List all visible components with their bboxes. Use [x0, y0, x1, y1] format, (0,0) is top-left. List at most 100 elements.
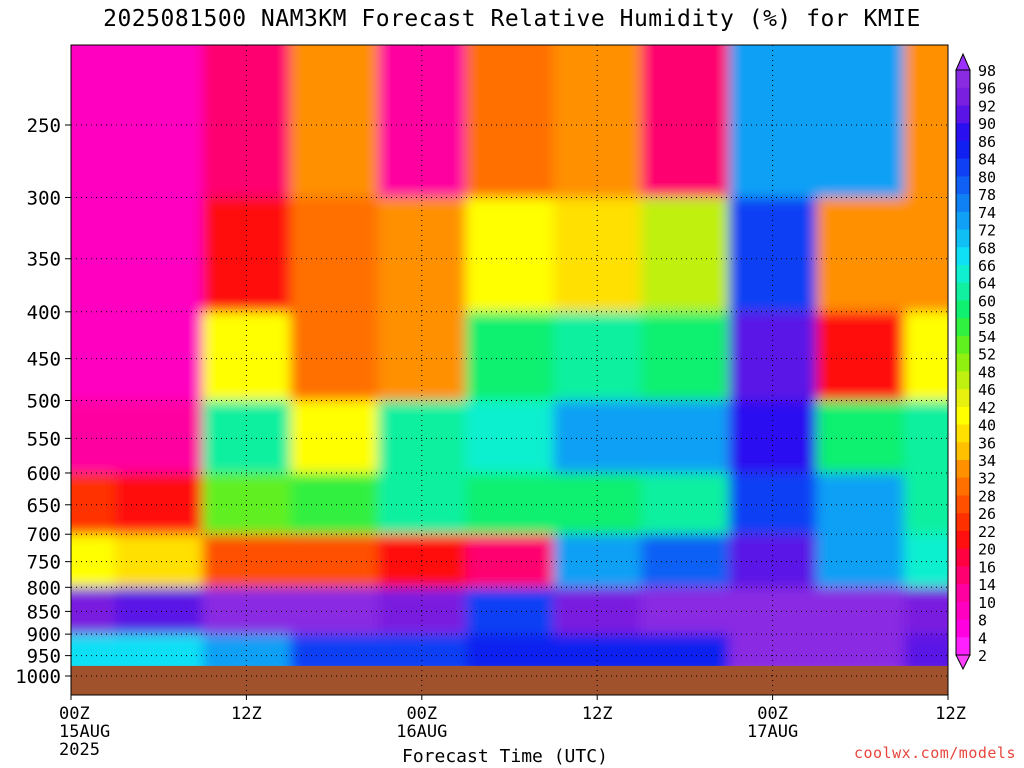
colorbar-label: 72: [978, 222, 996, 240]
rh-cell: [71, 587, 116, 636]
colorbar-swatch: [956, 70, 970, 89]
colorbar-label: 4: [978, 629, 987, 647]
colorbar-label: 84: [978, 151, 996, 169]
y-tick-label: 500: [27, 391, 61, 413]
rh-cell: [816, 197, 906, 313]
colorbar-top-arrow: [955, 52, 971, 71]
colorbar-label: 34: [978, 452, 996, 470]
rh-cell: [553, 197, 643, 313]
colorbar-swatch: [956, 353, 970, 372]
rh-cell: [290, 473, 379, 536]
rh-cell: [728, 45, 818, 199]
colorbar-label: 68: [978, 239, 996, 257]
colorbar-swatch: [956, 619, 970, 638]
x-tick-label: 00Z: [757, 704, 788, 724]
rh-cell: [728, 400, 818, 474]
plot-frame: [70, 44, 949, 696]
colorbar-swatch: [956, 176, 970, 195]
y-tick-label: 750: [27, 552, 61, 574]
watermark-link[interactable]: coolwx.com/models: [853, 744, 1016, 762]
colorbar-swatch: [956, 318, 970, 337]
colorbar-label: 20: [978, 541, 996, 559]
rh-cell: [904, 400, 948, 474]
rh-cell: [114, 587, 204, 636]
colorbar-swatch: [956, 140, 970, 160]
rh-cell: [290, 311, 379, 402]
colorbar-label: 14: [978, 576, 996, 594]
colorbar-label: 98: [978, 62, 996, 80]
x-tick-sublabel: 17AUG: [747, 722, 798, 742]
rh-cell: [71, 473, 116, 536]
colorbar-swatch: [956, 87, 970, 106]
rh-cell: [553, 311, 643, 402]
colorbar-swatch: [956, 424, 970, 443]
colorbar-label: 54: [978, 328, 996, 346]
rh-cell: [641, 587, 730, 636]
rh-cell: [904, 45, 948, 199]
rh-cell: [377, 473, 467, 536]
colorbar-swatch: [956, 406, 970, 426]
rh-cell: [71, 45, 116, 199]
y-tick-label: 900: [27, 624, 61, 646]
colorbar-label: 90: [978, 115, 996, 133]
colorbar-swatch: [956, 513, 970, 532]
rh-cell: [816, 400, 906, 474]
colorbar-swatch: [956, 282, 970, 301]
colorbar-swatch: [956, 477, 970, 496]
rh-cell: [290, 534, 379, 589]
rh-cell: [553, 473, 643, 536]
colorbar-label: 40: [978, 417, 996, 435]
rh-cell: [465, 400, 555, 474]
colorbar-swatch: [956, 247, 970, 266]
colorbar-label: 52: [978, 346, 996, 364]
rh-cell: [202, 473, 292, 536]
colorbar-label: 42: [978, 399, 996, 417]
rh-cell: [114, 311, 204, 402]
y-tick-label: 600: [27, 463, 61, 485]
colorbar-swatch: [956, 123, 970, 142]
colorbar: 9896929086848078747268666460585452484642…: [955, 52, 996, 671]
colorbar-swatch: [956, 584, 970, 603]
y-tick-label: 950: [27, 646, 61, 668]
rh-cell: [71, 534, 116, 589]
rh-cell: [641, 534, 730, 589]
x-tick-label: 12Z: [582, 704, 613, 724]
y-tick-label: 650: [27, 495, 61, 517]
rh-cell: [202, 45, 292, 199]
rh-cell: [904, 311, 948, 402]
rh-cell: [290, 197, 379, 313]
rh-cell: [728, 473, 818, 536]
x-tick-label: 00Z: [59, 704, 90, 724]
rh-cell: [465, 473, 555, 536]
y-tick-label: 400: [27, 302, 61, 324]
rh-cell: [465, 311, 555, 402]
rh-cell: [114, 534, 204, 589]
y-tick-label: 550: [27, 428, 61, 450]
colorbar-swatch: [956, 265, 970, 284]
colorbar-swatch: [956, 530, 970, 550]
colorbar-label: 8: [978, 612, 987, 630]
y-tick-label: 450: [27, 349, 61, 371]
colorbar-label: 10: [978, 594, 996, 612]
colorbar-label: 58: [978, 310, 996, 328]
rh-cell: [728, 587, 818, 636]
rh-cell: [553, 587, 643, 636]
colorbar-label: 96: [978, 80, 996, 98]
rh-cell: [202, 400, 292, 474]
y-tick-label: 850: [27, 601, 61, 623]
rh-cell: [114, 473, 204, 536]
y-tick-label: 250: [27, 115, 61, 137]
colorbar-label: 86: [978, 133, 996, 151]
colorbar-swatch: [956, 158, 970, 177]
x-tick-sublabel: 2025: [59, 740, 100, 760]
rh-cell: [728, 534, 818, 589]
colorbar-swatch: [956, 495, 970, 514]
colorbar-frame: [955, 69, 971, 656]
ground-below-surface: [71, 665, 948, 695]
colorbar-label: 36: [978, 434, 996, 452]
colorbar-swatch: [956, 442, 970, 461]
y-tick-label: 350: [27, 249, 61, 271]
x-tick-label: 12Z: [935, 704, 966, 724]
colorbar-label: 48: [978, 363, 996, 381]
rh-cell: [641, 400, 730, 474]
